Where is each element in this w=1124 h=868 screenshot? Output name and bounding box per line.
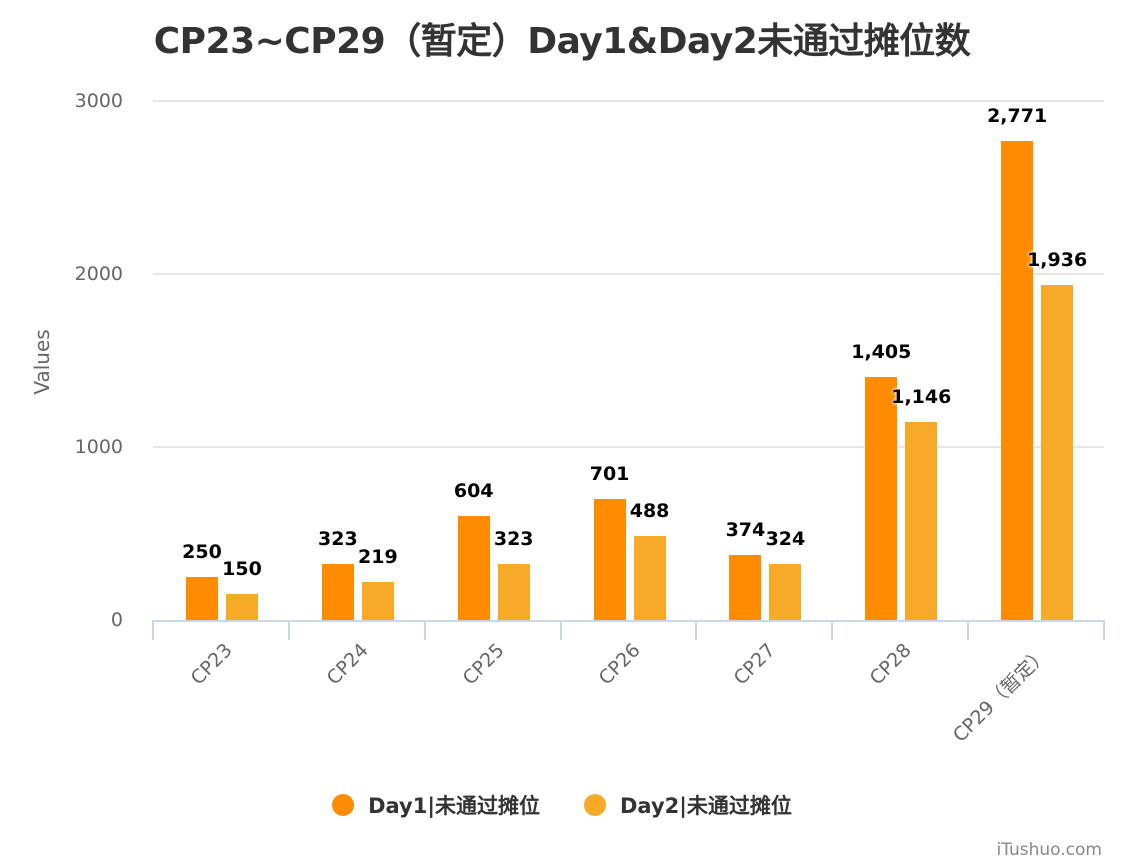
bar-day2[interactable] (633, 535, 666, 620)
bar-day1[interactable] (186, 576, 218, 620)
gridline (153, 273, 1104, 275)
chart-title: CP23~CP29（暂定）Day1&Day2未通过摊位数 (153, 21, 971, 62)
bar-day1[interactable] (1001, 140, 1034, 620)
data-label: 250 (182, 540, 222, 563)
data-label: 324 (765, 527, 806, 550)
legend-item-day1[interactable]: Day1|未通过摊位 (332, 790, 540, 820)
legend-label: Day2|未通过摊位 (620, 794, 792, 818)
data-label: 604 (453, 479, 494, 502)
x-tick-mark (695, 620, 698, 640)
x-tick-label: CP24 (322, 639, 373, 690)
data-label: 1,405 (851, 340, 912, 363)
y-axis-label: Values (30, 329, 54, 395)
y-tick-label: 1000 (74, 436, 123, 458)
x-tick-mark (831, 620, 834, 640)
y-tick-label: 2000 (74, 263, 123, 285)
data-label: 219 (358, 546, 398, 569)
legend-item-day2[interactable]: Day2|未通过摊位 (584, 790, 792, 820)
bar-day2[interactable] (905, 421, 938, 620)
bar-day1[interactable] (729, 555, 762, 620)
data-label: 374 (725, 519, 766, 542)
data-label: 323 (318, 528, 358, 551)
data-label: 1,146 (891, 385, 952, 408)
y-tick-label: 0 (110, 609, 123, 631)
x-tick-mark (423, 620, 426, 640)
gridline (153, 100, 1104, 102)
data-label: 323 (493, 528, 534, 551)
x-tick-label: CP23 (186, 639, 237, 690)
x-tick-mark (559, 620, 562, 640)
bar-day1[interactable] (457, 515, 490, 620)
bar-day2[interactable] (226, 594, 258, 620)
legend-marker-icon (584, 794, 606, 816)
x-tick-label: CP28 (865, 639, 916, 690)
bar-day2[interactable] (769, 563, 802, 620)
x-tick-label: CP29（暂定） (948, 642, 1053, 747)
data-label: 701 (589, 462, 630, 485)
data-label: 150 (222, 558, 262, 581)
x-tick-mark (152, 620, 154, 640)
legend-label: Day1|未通过摊位 (368, 794, 540, 818)
legend-marker-icon (332, 794, 355, 816)
bar-day1[interactable] (593, 498, 626, 620)
gridline (153, 446, 1104, 448)
y-tick-label: 3000 (74, 90, 123, 112)
bar-day2[interactable] (361, 582, 394, 620)
bar-day1[interactable] (865, 376, 898, 620)
x-tick-mark (287, 620, 290, 640)
bar-day1[interactable] (321, 564, 354, 620)
bar-day2[interactable] (497, 564, 530, 620)
x-axis-line (153, 620, 1104, 622)
data-label: 488 (629, 499, 670, 522)
data-label: 2,771 (987, 104, 1048, 127)
x-tick-label: CP27 (729, 639, 781, 690)
bar-day2[interactable] (1041, 285, 1074, 620)
data-label: 1,936 (1027, 249, 1088, 272)
watermark-credit: iTushuo.com (996, 840, 1102, 860)
x-tick-label: CP25 (458, 639, 509, 690)
legend: Day1|未通过摊位 Day2|未通过摊位 (0, 790, 1124, 820)
x-tick-mark (1103, 620, 1105, 640)
x-tick-label: CP26 (594, 639, 645, 690)
x-tick-mark (967, 620, 970, 640)
